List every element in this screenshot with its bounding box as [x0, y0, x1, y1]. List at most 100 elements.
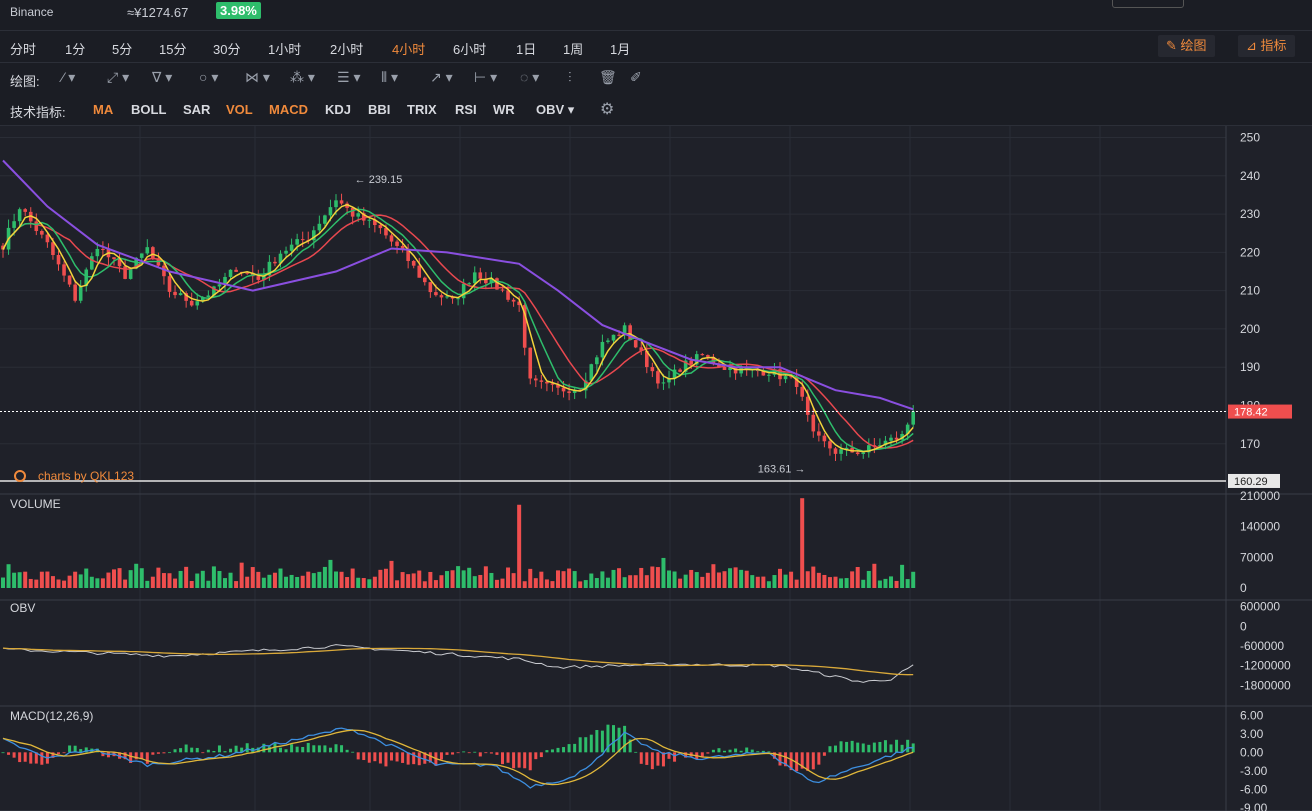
indicator-tab-1[interactable]: BOLL — [131, 102, 167, 117]
candle-body-124 — [689, 360, 693, 365]
period-tab-5[interactable]: 1小时 — [268, 42, 302, 57]
macd-hist-153 — [850, 740, 854, 753]
cross-tool-icon[interactable]: ⋈ ▾ — [245, 69, 270, 85]
volume-bar-93 — [517, 504, 522, 588]
indicator-tab-2[interactable]: SAR — [183, 102, 211, 117]
indicator-tab-5[interactable]: KDJ — [325, 102, 352, 117]
macd-hist-121 — [673, 752, 677, 762]
period-tab-4[interactable]: 30分 — [213, 42, 241, 57]
candle-body-141 — [783, 376, 788, 380]
indicator-button[interactable]: ⊿ 指标 — [1238, 35, 1295, 57]
indicator-tab-7[interactable]: TRIX — [407, 102, 437, 117]
candle-body-104 — [578, 389, 582, 391]
volume-bar-37 — [206, 580, 211, 588]
period-tab-2[interactable]: 5分 — [112, 42, 133, 57]
volume-bar-96 — [533, 578, 538, 588]
period-tab-8[interactable]: 6小时 — [453, 42, 487, 57]
volume-bar-100 — [556, 570, 560, 588]
volume-bar-11 — [62, 580, 67, 588]
extreme-annotation-0: ← 239.15 — [355, 174, 403, 186]
volume-bar-126 — [700, 576, 705, 588]
period-tab-3[interactable]: 15分 — [159, 42, 187, 57]
period-tab-6[interactable]: 2小时 — [330, 42, 364, 57]
vol-tick-2: 70000 — [1240, 550, 1274, 564]
settings-gear-icon[interactable]: ⚙ — [600, 101, 615, 118]
candle-body-36 — [201, 297, 205, 302]
volume-bar-23 — [128, 570, 133, 588]
candle-body-29 — [162, 265, 166, 277]
macd-hist-85 — [473, 751, 477, 753]
lock-tool-icon[interactable]: ✐ — [630, 69, 642, 85]
macd-hist-137 — [761, 750, 765, 753]
candle-body-68 — [378, 225, 383, 229]
candle-body-72 — [400, 245, 405, 250]
indicator-tab-4[interactable]: MACD — [269, 102, 308, 117]
text-tool-icon[interactable]: ◌ ▾ — [520, 69, 540, 85]
candle-body-60 — [334, 200, 338, 208]
range-tool-icon[interactable]: ⊢ ▾ — [474, 69, 498, 85]
macd-hist-89 — [495, 752, 499, 755]
volume-bar-94 — [522, 581, 527, 588]
macd-hist-90 — [501, 752, 504, 765]
chart-area[interactable]: 250240230220210200190170180178.42160.292… — [0, 126, 1312, 811]
candle-body-148 — [822, 435, 827, 442]
candle-body-100 — [556, 384, 560, 388]
macd-hist-101 — [562, 747, 566, 753]
period-tab-0[interactable]: 分时 — [10, 42, 37, 57]
period-tab-11[interactable]: 1月 — [610, 42, 631, 57]
volume-bar-86 — [478, 574, 483, 588]
circle-tool-icon[interactable]: ○ ▾ — [199, 69, 219, 85]
gann-tool-icon[interactable]: ⦀ ▾ — [381, 69, 399, 85]
candle-body-39 — [217, 284, 222, 287]
candle-body-160 — [889, 437, 893, 441]
candle-body-84 — [467, 283, 471, 285]
macd-hist-114 — [634, 751, 638, 753]
macd-hist-110 — [612, 725, 615, 753]
macd-hist-58 — [323, 745, 327, 753]
arrow-tool-icon[interactable]: ↗ ▾ — [430, 69, 453, 85]
measure-tool-icon[interactable]: ⫶ — [568, 69, 572, 85]
volume-bar-90 — [500, 578, 505, 588]
delete-tool-icon[interactable]: 🗑 — [599, 69, 617, 85]
volume-bar-99 — [550, 581, 555, 588]
candle-body-13 — [73, 284, 77, 301]
candle-body-83 — [461, 283, 466, 299]
top-button[interactable] — [1112, 0, 1184, 8]
period-tab-9[interactable]: 1日 — [516, 42, 537, 57]
volume-bar-138 — [766, 581, 771, 588]
macd-hist-6 — [34, 752, 38, 764]
indicator-tab-10[interactable]: OBV ▾ — [536, 102, 575, 117]
macd-hist-30 — [168, 752, 171, 754]
volume-bar-75 — [417, 570, 422, 588]
volume-title: VOLUME — [10, 497, 61, 511]
period-tab-1[interactable]: 1分 — [65, 42, 86, 57]
indicator-tab-8[interactable]: RSI — [455, 102, 477, 117]
period-tab-7[interactable]: 4小时 — [392, 42, 426, 57]
macd-hist-83 — [462, 751, 466, 753]
indicator-tab-0[interactable]: MA — [93, 102, 114, 117]
draw-button[interactable]: ✎ 绘图 — [1158, 35, 1215, 57]
indicator-tab-6[interactable]: BBI — [368, 102, 391, 117]
indicator-tab-9[interactable]: WR — [493, 102, 515, 117]
candle-body-58 — [323, 215, 327, 224]
candle-body-67 — [373, 219, 377, 226]
candle-body-85 — [472, 272, 477, 284]
ray-tool-icon[interactable]: ⤢ ▾ — [107, 69, 130, 85]
fib-tool-icon[interactable]: ☰ ▾ — [337, 69, 361, 85]
candle-body-9 — [51, 242, 55, 256]
line-tool-icon[interactable]: ⁄ ▾ — [62, 69, 76, 85]
volume-bar-143 — [794, 579, 799, 588]
volume-bar-155 — [861, 579, 866, 588]
volume-bar-124 — [689, 569, 694, 588]
volume-bar-7 — [39, 571, 44, 588]
indicator-tab-3[interactable]: VOL — [226, 102, 253, 117]
volume-bar-136 — [755, 576, 760, 588]
candle-body-103 — [572, 389, 577, 393]
period-tab-10[interactable]: 1周 — [563, 42, 584, 57]
volume-bar-85 — [472, 576, 477, 588]
volume-bar-46 — [256, 571, 261, 588]
macd-hist-162 — [900, 744, 904, 753]
pattern-tool-icon[interactable]: ⁂ ▾ — [290, 69, 315, 85]
angle-tool-icon[interactable]: ∇ ▾ — [152, 69, 173, 85]
macd-hist-143 — [795, 752, 799, 772]
